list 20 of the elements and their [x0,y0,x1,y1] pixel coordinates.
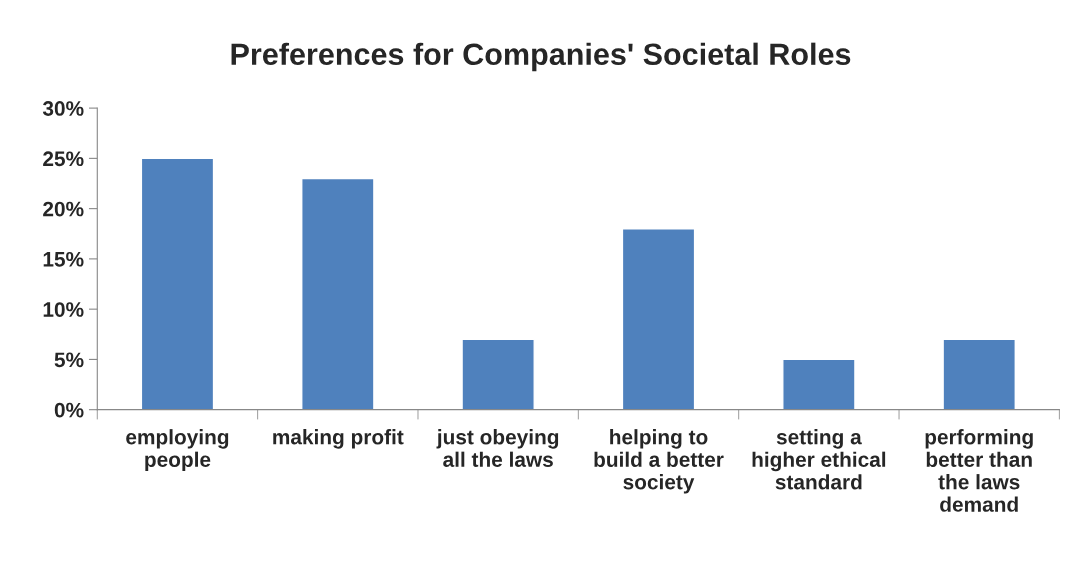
bar [461,338,535,410]
y-tick-label: 0% [54,402,84,418]
x-tick-label: helping to build a better society [594,429,724,494]
x-tick-label: just obeying all the laws [436,429,559,467]
bar [301,177,375,410]
chart-title: Preferences for Companies' Societal Roles [231,42,851,72]
x-tick-label: setting a higher ethical standard [752,429,886,490]
y-tick-label: 25% [43,151,84,167]
y-tick-label: 30% [42,101,84,116]
bar [621,228,696,410]
y-tick-label: 10% [43,302,84,317]
x-tick-label: performing better than the laws demand [925,429,1033,512]
y-tick-label: 15% [43,251,84,267]
bar [140,157,215,410]
y-tick-label: 5% [54,352,84,368]
bar [782,358,856,410]
x-tick-label: employing people [126,429,229,472]
y-tick-label: 20% [43,201,84,217]
bar [942,338,1016,410]
x-tick-label: making profit [273,429,404,449]
